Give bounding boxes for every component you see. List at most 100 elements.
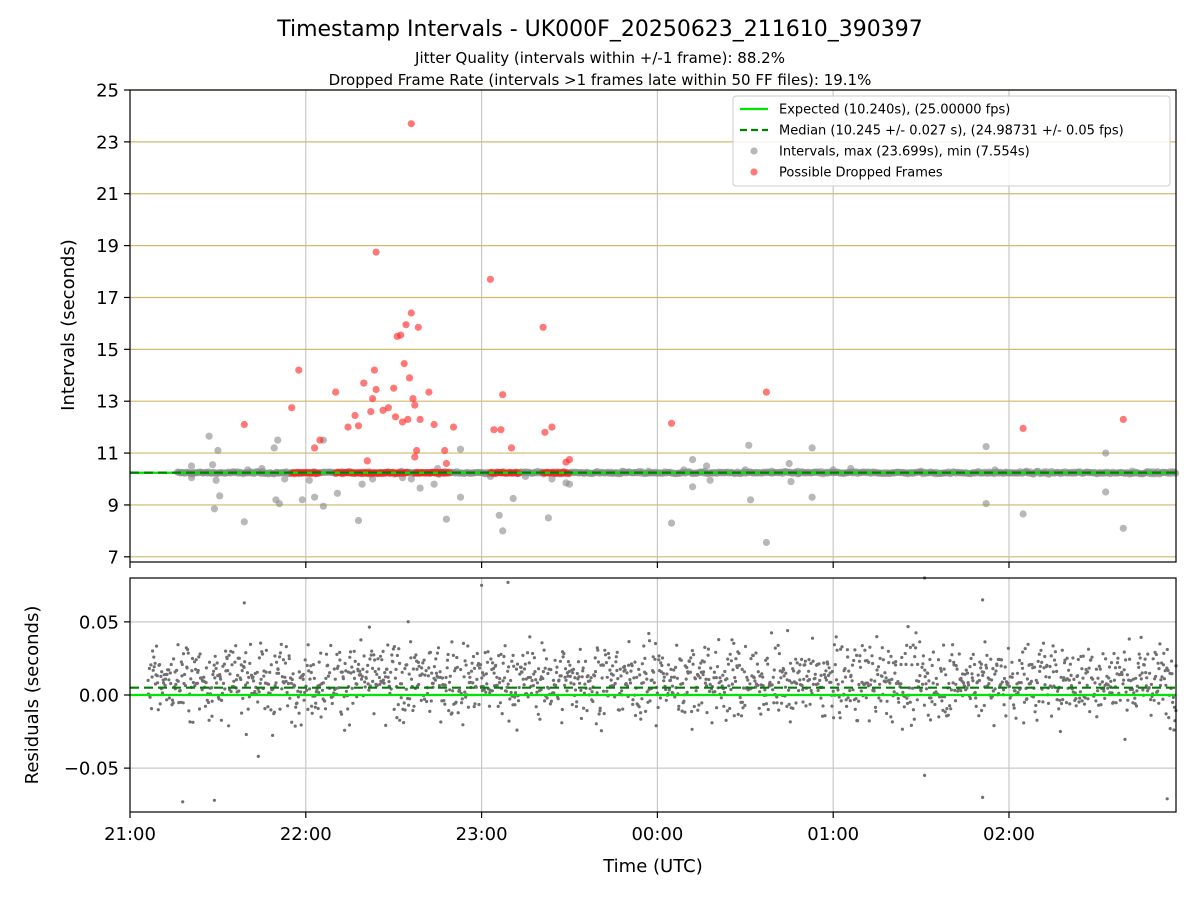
residual-point bbox=[878, 682, 882, 686]
residual-point bbox=[1162, 677, 1166, 681]
residual-point bbox=[284, 645, 288, 649]
residual-point bbox=[490, 689, 494, 693]
residual-point bbox=[1051, 670, 1055, 674]
residual-point bbox=[562, 652, 566, 656]
residual-point bbox=[152, 655, 156, 659]
residual-point bbox=[1094, 699, 1098, 703]
residual-point bbox=[242, 601, 246, 605]
residual-point bbox=[213, 654, 217, 658]
residual-point bbox=[900, 727, 905, 731]
residual-point bbox=[1095, 715, 1099, 719]
residual-point bbox=[594, 722, 598, 726]
residual-point bbox=[296, 689, 300, 693]
residual-point bbox=[432, 665, 436, 669]
residual-point bbox=[588, 687, 592, 691]
residual-point bbox=[273, 654, 277, 658]
dropped-frame-point bbox=[441, 446, 449, 455]
residual-point bbox=[965, 686, 969, 690]
residual-point bbox=[361, 667, 365, 671]
residual-point bbox=[738, 695, 742, 700]
residual-point bbox=[924, 687, 929, 691]
residual-point bbox=[605, 689, 609, 693]
intervals-plot: 7 9 11 13 15 17 19 21 23 25 bbox=[96, 81, 1180, 568]
residual-point bbox=[1037, 652, 1041, 656]
residual-point bbox=[185, 666, 189, 670]
residual-point bbox=[294, 705, 298, 709]
residual-point bbox=[944, 673, 948, 677]
residual-point bbox=[239, 663, 243, 667]
residual-point bbox=[974, 696, 978, 700]
residual-point bbox=[480, 583, 484, 587]
residual-point bbox=[1060, 648, 1064, 652]
residual-point bbox=[462, 675, 466, 679]
residual-point bbox=[1015, 671, 1020, 675]
residual-point bbox=[350, 665, 354, 669]
residual-point bbox=[256, 700, 260, 704]
residual-point bbox=[383, 675, 388, 679]
dropped-frame-point bbox=[416, 415, 424, 423]
residual-point bbox=[1134, 676, 1138, 680]
residual-point bbox=[945, 707, 949, 711]
residual-point bbox=[180, 662, 184, 667]
residual-point bbox=[472, 705, 476, 709]
residual-point bbox=[1097, 703, 1101, 707]
residual-point bbox=[855, 653, 859, 658]
residual-point bbox=[181, 701, 185, 705]
residual-point bbox=[284, 679, 288, 683]
residual-point bbox=[412, 704, 416, 708]
residual-point bbox=[712, 670, 717, 674]
residual-point bbox=[656, 705, 660, 710]
residual-point bbox=[290, 677, 294, 682]
residual-point bbox=[786, 629, 790, 633]
residual-point bbox=[506, 580, 510, 585]
residual-point bbox=[509, 690, 513, 695]
residual-point bbox=[351, 701, 355, 705]
residual-point bbox=[280, 675, 284, 679]
residual-point bbox=[326, 663, 330, 667]
residual-point bbox=[475, 677, 479, 682]
residual-point bbox=[1012, 703, 1016, 707]
residual-point bbox=[461, 723, 465, 727]
residual-point bbox=[571, 671, 575, 675]
residual-point bbox=[669, 675, 674, 679]
residual-point bbox=[278, 707, 282, 711]
residual-point bbox=[378, 654, 383, 658]
residual-point bbox=[729, 687, 733, 692]
residual-point bbox=[1124, 690, 1128, 694]
residual-point bbox=[1063, 658, 1067, 662]
residual-point bbox=[338, 650, 342, 655]
residual-point bbox=[310, 711, 314, 715]
residual-point bbox=[867, 719, 871, 723]
residual-point bbox=[358, 669, 362, 673]
residual-point bbox=[153, 661, 157, 665]
residual-point bbox=[1168, 727, 1172, 731]
residual-point bbox=[601, 663, 606, 667]
residual-point bbox=[169, 662, 173, 667]
intervals-y-tick-label: 9 bbox=[108, 495, 119, 516]
residual-point bbox=[990, 678, 994, 682]
residual-point bbox=[528, 635, 532, 639]
residual-point bbox=[333, 677, 337, 681]
residual-point bbox=[1019, 681, 1023, 685]
residual-point bbox=[211, 672, 215, 677]
residual-point bbox=[151, 668, 155, 672]
residual-point bbox=[887, 678, 891, 682]
residual-point bbox=[762, 702, 766, 707]
residual-point bbox=[1010, 675, 1014, 679]
residual-point bbox=[556, 697, 560, 701]
residual-point bbox=[1080, 667, 1084, 671]
residual-point bbox=[685, 665, 689, 670]
residual-point bbox=[404, 687, 408, 691]
residual-point bbox=[398, 718, 402, 722]
residual-point bbox=[362, 654, 366, 658]
residual-point bbox=[746, 678, 750, 682]
residual-point bbox=[554, 683, 558, 688]
residual-point bbox=[999, 658, 1004, 662]
residual-point bbox=[1085, 670, 1090, 674]
residual-point bbox=[667, 688, 671, 692]
residual-point bbox=[857, 699, 861, 703]
residual-point bbox=[386, 675, 390, 679]
residual-point bbox=[769, 631, 774, 635]
residual-point bbox=[488, 691, 492, 695]
